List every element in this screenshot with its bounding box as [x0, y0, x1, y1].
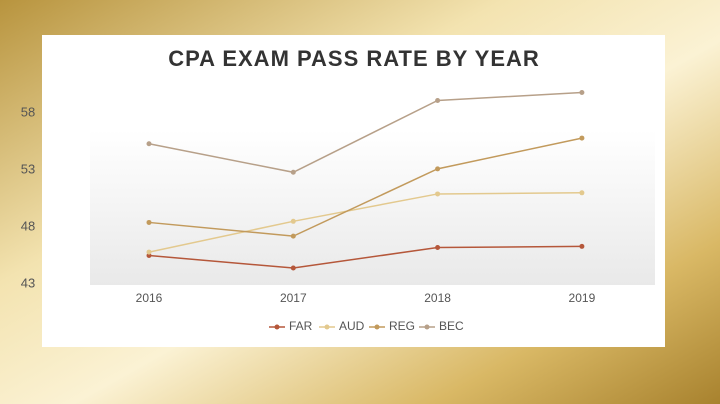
- series-line: [148, 245, 582, 269]
- plot-area: [90, 130, 655, 285]
- point: [290, 265, 296, 271]
- x-tick-label: 2018: [424, 291, 451, 305]
- point: [146, 249, 152, 255]
- point: [435, 166, 441, 172]
- legend-marker: [324, 324, 330, 330]
- series-line: [148, 137, 583, 237]
- legend-marker: [274, 324, 280, 330]
- x-tick-label: 2019: [569, 291, 596, 305]
- legend-label: FAR: [289, 319, 313, 333]
- legend-marker: [424, 324, 430, 330]
- point: [290, 233, 296, 239]
- point: [146, 141, 152, 147]
- point: [435, 191, 441, 197]
- legend-label: BEC: [439, 319, 464, 333]
- point: [435, 245, 441, 251]
- point: [579, 243, 585, 249]
- point: [579, 190, 585, 196]
- point: [290, 169, 296, 175]
- legend-label: AUD: [339, 319, 365, 333]
- chart-title: CPA EXAM PASS RATE BY YEAR: [168, 46, 540, 71]
- y-tick-label: 53: [21, 161, 35, 176]
- point: [579, 135, 585, 141]
- x-tick-label: 2016: [136, 291, 163, 305]
- point: [146, 253, 152, 258]
- series-line: [148, 91, 582, 174]
- series-line: [148, 192, 582, 253]
- y-tick-label: 48: [21, 218, 35, 233]
- point: [290, 218, 296, 224]
- point: [579, 89, 585, 95]
- legend-marker: [374, 324, 380, 330]
- legend-label: REG: [389, 319, 415, 333]
- point: [435, 97, 441, 103]
- y-tick-label: 43: [21, 275, 35, 290]
- point: [146, 219, 152, 225]
- y-tick-label: 58: [21, 104, 35, 119]
- x-tick-label: 2017: [280, 291, 307, 305]
